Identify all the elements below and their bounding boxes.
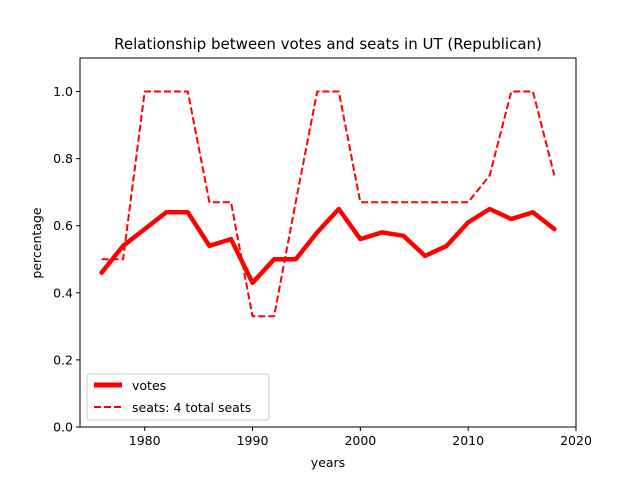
y-tick-label: 0.4 (53, 285, 73, 300)
x-tick-label: 1980 (129, 433, 161, 448)
y-tick-label: 0.2 (53, 352, 73, 367)
y-axis-label: percentage (29, 207, 44, 278)
legend-label-seats: seats: 4 total seats (132, 400, 251, 415)
x-tick-label: 2000 (344, 433, 376, 448)
chart-title: Relationship between votes and seats in … (114, 35, 542, 53)
y-tick-label: 0.6 (53, 218, 73, 233)
x-tick-label: 2010 (452, 433, 484, 448)
y-tick-label: 0.0 (53, 420, 73, 435)
y-tick-label: 0.8 (53, 151, 73, 166)
x-tick-label: 1990 (237, 433, 269, 448)
legend-label-votes: votes (132, 378, 166, 393)
x-tick-label: 2020 (560, 433, 592, 448)
legend: votes seats: 4 total seats (87, 374, 269, 420)
x-axis-label: years (311, 455, 345, 470)
y-tick-label: 1.0 (53, 84, 73, 99)
